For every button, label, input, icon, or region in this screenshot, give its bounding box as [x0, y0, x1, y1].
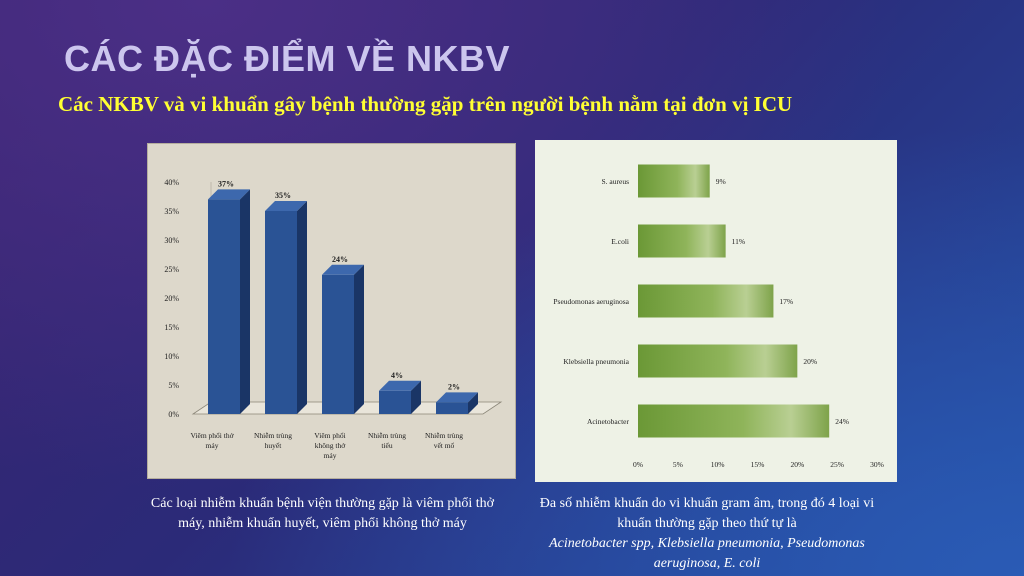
- category-label: tiểu: [381, 441, 392, 450]
- bar-front: [436, 402, 468, 414]
- category-label: E.coli: [611, 237, 629, 246]
- infection-type-chart: 0% 5% 10% 15% 20% 25% 30% 35% 40% 37% Viêm phổi th…: [147, 143, 516, 479]
- category-label: Nhiễm trùng: [425, 431, 463, 440]
- bar-side: [354, 264, 364, 414]
- bar-top: [436, 392, 478, 403]
- bar: [638, 404, 830, 438]
- category-label: Pseudomonas aeruginosa: [553, 297, 629, 306]
- pathogen-chart-svg: S. aureus 9% E.coli 11% Pseudomonas aerugino…: [553, 164, 884, 469]
- data-label: 24%: [332, 255, 348, 264]
- category-label: máy: [324, 451, 337, 460]
- category-label: máy: [206, 441, 219, 450]
- category-label: Viêm phổi thở: [190, 431, 234, 440]
- x-tick-label: 25%: [830, 460, 844, 469]
- data-label: 20%: [803, 357, 817, 366]
- y-tick-label: 15%: [164, 323, 179, 332]
- y-tick-label: 30%: [164, 236, 179, 245]
- y-tick-label: 25%: [164, 265, 179, 274]
- y-tick-label: 0%: [168, 410, 179, 419]
- y-tick-label: 20%: [164, 294, 179, 303]
- y-tick-label: 5%: [168, 381, 179, 390]
- bar: [638, 284, 774, 318]
- category-label: Nhiễm trùng: [368, 431, 406, 440]
- bar-front: [265, 211, 297, 414]
- bar-top: [379, 380, 421, 391]
- slide-subtitle: Các NKBV và vi khuẩn gây bệnh thường gặp…: [58, 92, 793, 116]
- category-label: Viêm phổi: [314, 431, 345, 440]
- data-label: 35%: [275, 191, 291, 200]
- caption-pathogens-text: Đa số nhiễm khuẩn do vi khuẩn gram âm, t…: [539, 496, 875, 531]
- y-tick-label: 35%: [164, 207, 179, 216]
- y-tick-label: 40%: [164, 178, 179, 187]
- data-label: 2%: [448, 382, 460, 391]
- bar-side: [468, 392, 478, 414]
- bar-top: [208, 189, 250, 200]
- bar-side: [297, 201, 307, 414]
- slide-title: CÁC ĐẶC ĐIỂM VỀ NKBV: [64, 38, 511, 79]
- category-label: Nhiễm trùng: [254, 431, 292, 440]
- x-tick-label: 15%: [751, 460, 765, 469]
- bar-side: [240, 189, 250, 414]
- bar-top: [322, 264, 364, 275]
- caption-pathogens: Đa số nhiễm khuẩn do vi khuẩn gram âm, t…: [522, 494, 892, 574]
- y-tick-label: 10%: [164, 352, 179, 361]
- x-tick-label: 20%: [790, 460, 804, 469]
- data-label: 37%: [218, 179, 234, 188]
- category-label: không thở: [315, 441, 346, 450]
- x-tick-label: 10%: [711, 460, 725, 469]
- bar-front: [379, 390, 411, 414]
- bar: [638, 164, 710, 198]
- data-label: 9%: [716, 177, 726, 186]
- bar-front: [322, 274, 354, 414]
- bar-front: [208, 199, 240, 414]
- data-label: 4%: [391, 371, 403, 380]
- bar: [638, 344, 798, 378]
- caption-infection-types: Các loại nhiễm khuẩn bệnh viện thường gặ…: [150, 496, 495, 531]
- pathogen-chart: S. aureus 9% E.coli 11% Pseudomonas aerugino…: [535, 140, 897, 482]
- data-label: 24%: [835, 417, 849, 426]
- x-tick-label: 0%: [633, 460, 643, 469]
- category-label: S. aureus: [602, 177, 630, 186]
- bar: [638, 224, 726, 258]
- infection-type-chart-svg: 0% 5% 10% 15% 20% 25% 30% 35% 40% 37% Viêm phổi th…: [164, 178, 503, 460]
- category-label: vết mổ: [434, 441, 455, 450]
- bar-top: [265, 201, 307, 211]
- category-label: Acinetobacter: [587, 417, 630, 426]
- caption-pathogens-italic: Acinetobacter spp, Klebsiella pneumonia,…: [549, 536, 865, 571]
- data-label: 11%: [732, 237, 745, 246]
- x-tick-label: 5%: [673, 460, 683, 469]
- category-label: Klebsiella pneumonia: [563, 357, 629, 366]
- x-tick-label: 30%: [870, 460, 884, 469]
- data-label: 17%: [779, 297, 793, 306]
- category-label: huyết: [265, 441, 283, 450]
- bar-side: [411, 380, 421, 414]
